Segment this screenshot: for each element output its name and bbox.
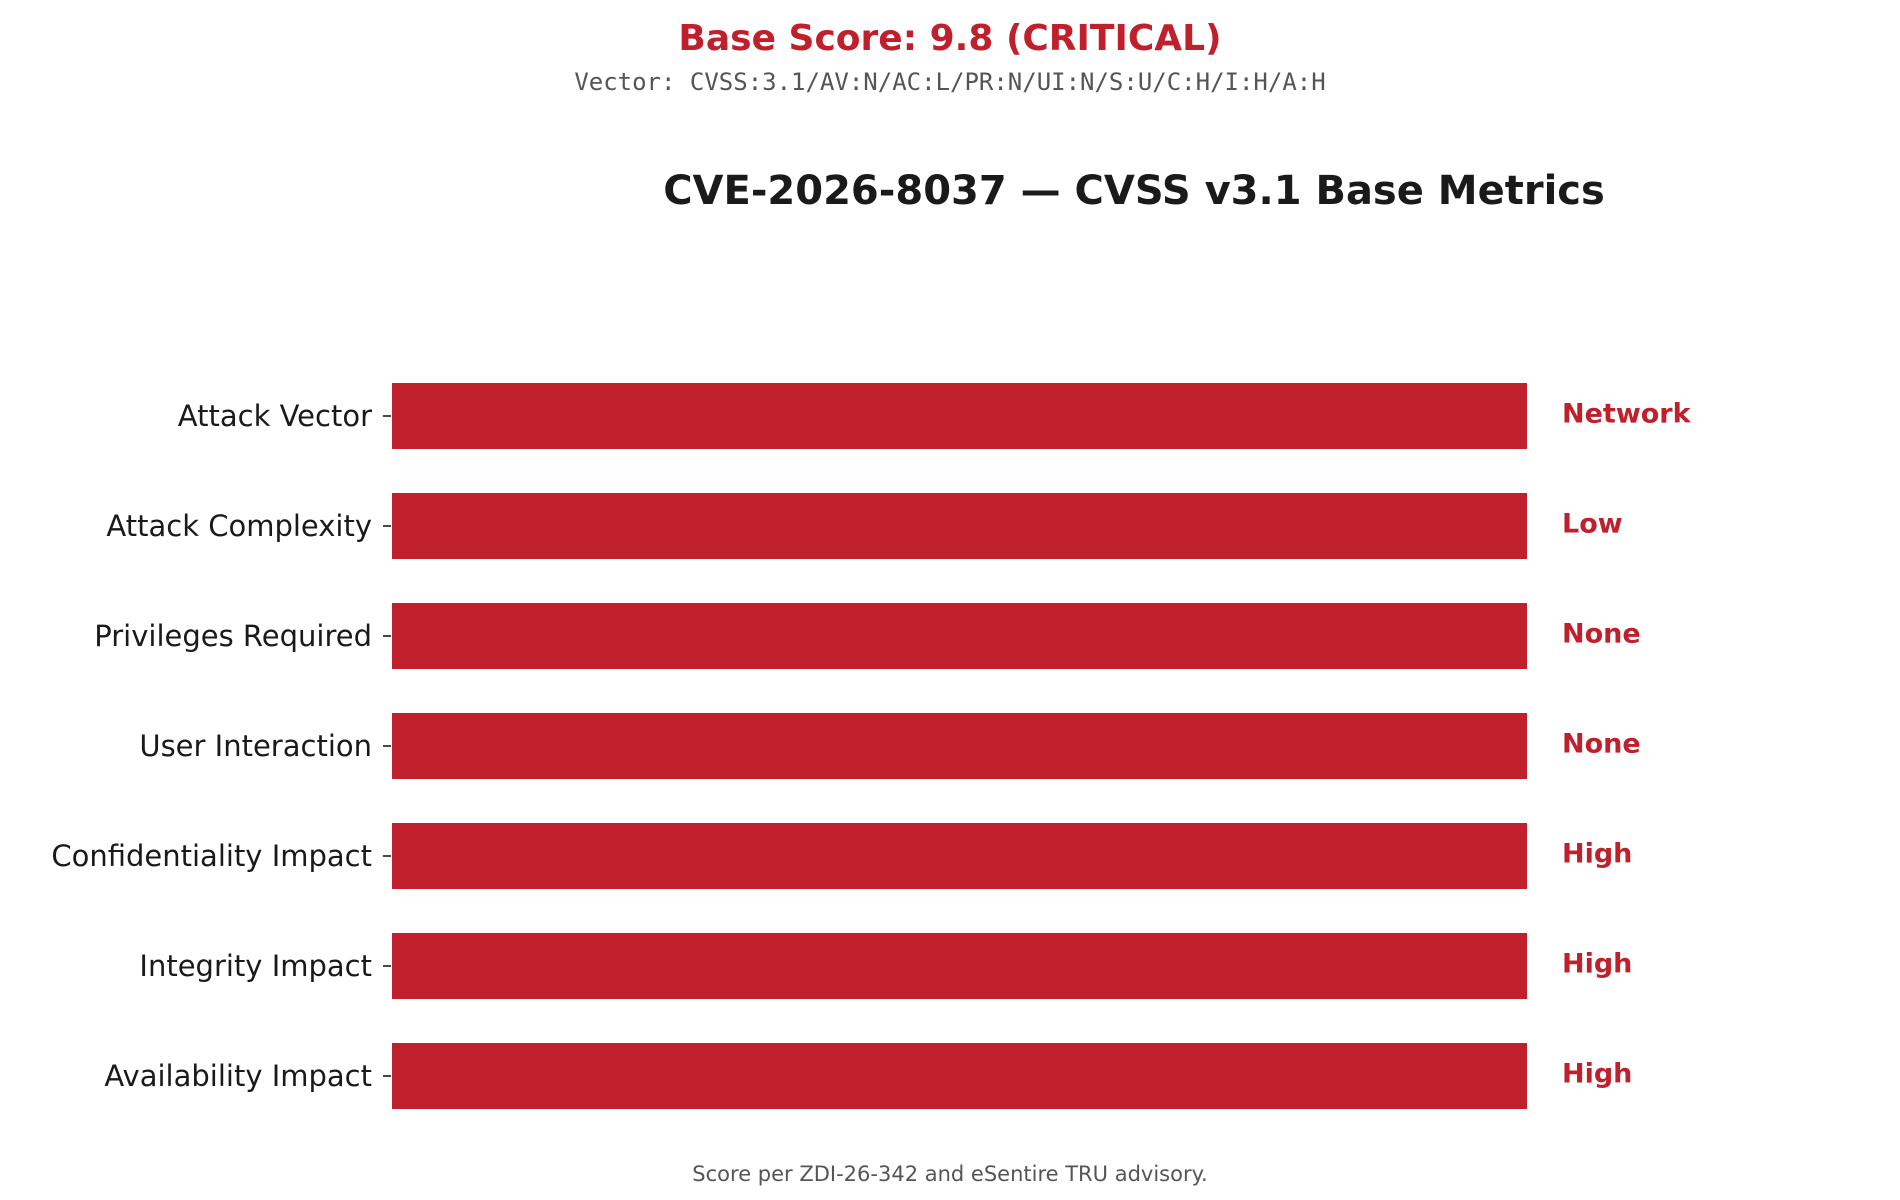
bar-attack-vector — [392, 383, 1527, 449]
value-label-attack-vector: Network — [1562, 399, 1692, 430]
y-axis-ticks — [383, 415, 391, 1077]
source-footnote: Score per ZDI-26-342 and eSentire TRU ad… — [692, 1162, 1208, 1186]
y-tick-label-availability-impact: Availability Impact — [104, 1059, 372, 1093]
bar-user-interaction — [392, 713, 1527, 779]
value-label-privileges-required: None — [1562, 619, 1641, 650]
y-tick-label-attack-vector: Attack Vector — [178, 399, 372, 433]
bar-privileges-required — [392, 603, 1527, 669]
y-tick-label-confidentiality-impact: Confidentiality Impact — [51, 839, 372, 873]
value-label-availability-impact: High — [1562, 1059, 1632, 1090]
value-label-confidentiality-impact: High — [1562, 839, 1632, 870]
bar-confidentiality-impact — [392, 823, 1527, 889]
bar-availability-impact — [392, 1043, 1527, 1109]
cvss-vector-string: Vector: CVSS:3.1/AV:N/AC:L/PR:N/UI:N/S:U… — [574, 68, 1326, 96]
value-label-integrity-impact: High — [1562, 949, 1632, 980]
value-label-user-interaction: None — [1562, 729, 1641, 760]
y-tick-label-user-interaction: User Interaction — [139, 729, 372, 763]
bars-layer — [392, 383, 1527, 1109]
bar-attack-complexity — [392, 493, 1527, 559]
y-tick-label-attack-complexity: Attack Complexity — [106, 509, 372, 543]
value-label-attack-complexity: Low — [1562, 509, 1623, 540]
y-tick-label-privileges-required: Privileges Required — [94, 619, 372, 653]
bar-value-labels: Network Low None None High High High — [1562, 399, 1692, 1090]
chart-title: CVE-2026-8037 — CVSS v3.1 Base Metrics — [663, 168, 1605, 214]
bar-integrity-impact — [392, 933, 1527, 999]
y-tick-label-integrity-impact: Integrity Impact — [139, 949, 372, 983]
base-score-title: Base Score: 9.8 (CRITICAL) — [678, 18, 1222, 59]
y-axis-tick-labels: Attack Vector Attack Complexity Privileges… — [51, 399, 372, 1093]
